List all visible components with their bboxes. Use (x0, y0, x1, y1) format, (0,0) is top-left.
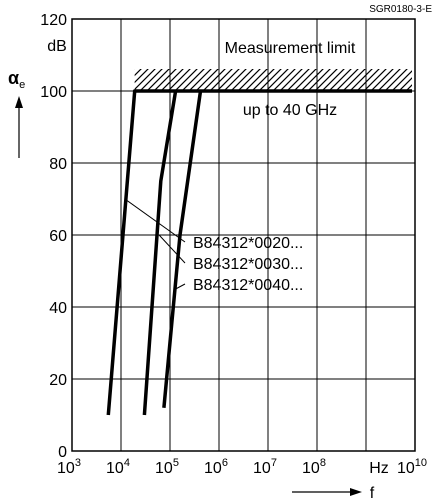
x-tick-exponent: 5 (173, 457, 179, 469)
x-tick-base: 10 (204, 460, 222, 477)
measurement-limit-note: up to 40 GHz (243, 102, 337, 119)
x-tick-exponent: 8 (320, 457, 326, 469)
series-line-3 (162, 90, 203, 408)
y-tick-label: 0 (58, 444, 67, 461)
x-tick-exponent: 6 (222, 457, 228, 469)
series-label-leader (175, 283, 186, 290)
x-tick-label: 106 (204, 457, 228, 477)
x-tick-exponent: 4 (124, 457, 130, 469)
y-tick-label: 40 (49, 300, 67, 317)
plot-frame (71, 18, 416, 452)
x-tick-base: 10 (302, 460, 320, 477)
figure-id: SGR0180-3-E (369, 4, 432, 15)
x-tick-label: 105 (155, 457, 179, 477)
y-tick-label: 60 (49, 228, 67, 245)
y-tick-label: 80 (49, 156, 67, 173)
x-tick-exponent: 7 (271, 457, 277, 469)
y-axis-label-symbol: α (8, 68, 19, 88)
x-tick-base: 10 (397, 460, 415, 477)
x-tick-labels: 103 104 105 106 107 108 1010 (57, 457, 427, 477)
x-tick-base: 10 (57, 460, 75, 477)
series-label-1: B84312*0020... (193, 235, 303, 252)
y-tick-label: 100 (40, 84, 67, 101)
x-tick-label: 108 (302, 457, 326, 477)
measurement-limit-label: Measurement limit (225, 40, 356, 57)
y-axis-label-subscript: e (19, 79, 25, 91)
y-tick-label: 120 (40, 12, 67, 29)
x-axis-label: f (370, 485, 375, 502)
series-labels: B84312*0020... B84312*0030... B84312*0040.… (124, 198, 303, 294)
x-tick-exponent: 3 (75, 457, 81, 469)
y-axis-arrow (15, 96, 23, 158)
series-label-3: B84312*0040... (193, 277, 303, 294)
y-tick-label: 20 (49, 372, 67, 389)
x-tick-base: 10 (155, 460, 173, 477)
x-tick-label: 1010 (397, 457, 427, 477)
y-axis-label: αe (8, 68, 25, 91)
x-unit: Hz (369, 460, 389, 477)
measurement-limit-hatch (134, 69, 412, 91)
x-tick-base: 10 (106, 460, 124, 477)
x-tick-base: 10 (253, 460, 271, 477)
series-label-2: B84312*0030... (193, 256, 303, 273)
x-tick-exponent: 10 (415, 457, 427, 469)
y-unit: dB (47, 38, 67, 55)
series-label-leader (124, 198, 186, 243)
x-tick-label: 103 (57, 457, 81, 477)
y-tick-labels: 0 20 40 60 80 100 120 (40, 12, 67, 461)
x-tick-label: 107 (253, 457, 277, 477)
x-tick-label: 104 (106, 457, 130, 477)
series-line-2 (142, 90, 178, 416)
series-line-1 (106, 89, 137, 416)
x-axis-arrow (292, 488, 362, 496)
series-lines (106, 89, 203, 416)
series-label-leader (158, 234, 186, 264)
